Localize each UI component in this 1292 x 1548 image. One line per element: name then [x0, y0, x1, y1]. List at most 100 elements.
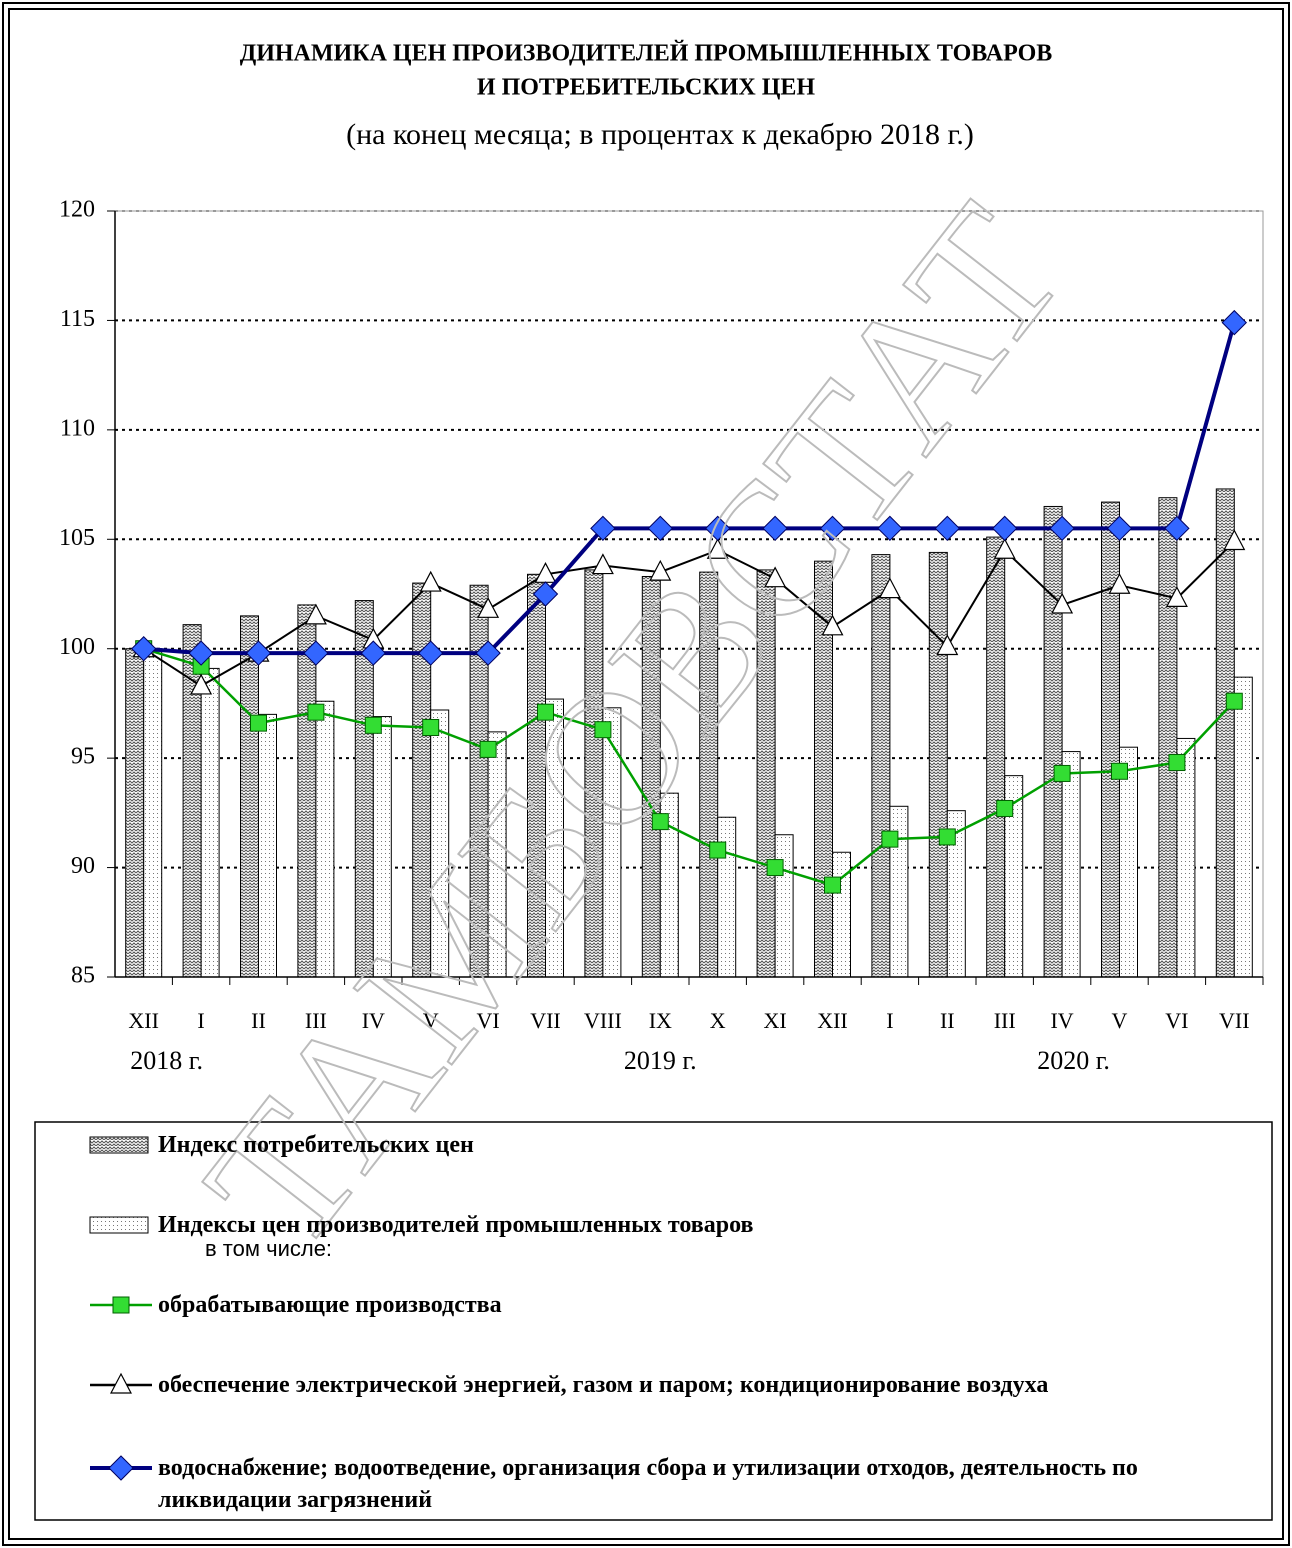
bar — [832, 851, 851, 978]
year-label: 2019 г. — [624, 1046, 697, 1075]
x-tick-label: I — [886, 1008, 893, 1033]
marker — [417, 640, 444, 666]
marker — [651, 813, 669, 831]
y-tick-label: 90 — [71, 853, 95, 879]
bar — [258, 713, 277, 978]
marker — [422, 719, 440, 737]
y-tick-label: 110 — [60, 415, 95, 441]
year-label: 2018 г. — [130, 1046, 203, 1075]
legend-label: водоснабжение; водоотведение, организаци… — [158, 1455, 1138, 1513]
y-tick-label: 115 — [60, 306, 95, 332]
marker — [934, 515, 961, 542]
marker — [1164, 515, 1190, 542]
bar — [1119, 746, 1138, 978]
marker — [706, 537, 729, 559]
marker — [819, 515, 846, 542]
legend-swatch — [89, 1216, 149, 1234]
x-tick-label: VII — [1219, 1008, 1250, 1033]
marker — [881, 830, 899, 848]
x-tick-label: VI — [476, 1008, 499, 1033]
series-line — [143, 647, 1236, 887]
series-line — [143, 540, 1236, 688]
x-tick-label: VII — [530, 1008, 561, 1033]
marker — [877, 515, 903, 542]
frame-inner — [8, 8, 1284, 1540]
marker — [647, 515, 674, 542]
marker — [532, 581, 559, 607]
x-tick-label: IX — [649, 1008, 672, 1033]
legend-swatch — [89, 1136, 149, 1154]
bar — [200, 667, 220, 978]
legend-label: обрабатывающие производства — [158, 1292, 502, 1318]
x-tick-label: IV — [362, 1008, 385, 1033]
y-tick-label: 100 — [59, 634, 95, 660]
legend-label: Индекс потребительских цен — [158, 1132, 474, 1158]
year-label: 2020 г. — [1037, 1046, 1110, 1075]
y-tick-label: 95 — [71, 744, 95, 770]
y-tick-label: 105 — [59, 525, 95, 551]
marker — [364, 716, 382, 734]
bar — [240, 615, 259, 978]
legend-label: Индексы цен производителей промышленных … — [158, 1212, 754, 1238]
marker — [704, 515, 731, 542]
marker — [824, 876, 841, 894]
marker — [110, 1372, 132, 1394]
x-tick-label: XII — [817, 1008, 848, 1033]
marker — [938, 828, 956, 846]
x-tick-label: III — [305, 1008, 327, 1033]
marker — [188, 640, 214, 666]
marker — [649, 559, 672, 581]
bar — [1158, 497, 1178, 978]
marker — [594, 721, 612, 739]
marker — [250, 714, 267, 732]
marker — [303, 640, 329, 666]
marker — [1108, 572, 1131, 594]
marker — [590, 515, 616, 542]
marker — [709, 841, 727, 859]
marker — [1053, 764, 1071, 782]
bar — [717, 816, 737, 978]
bar — [774, 834, 794, 978]
marker — [190, 673, 213, 695]
x-tick-label: XI — [763, 1008, 786, 1033]
x-tick-label: V — [1112, 1008, 1128, 1033]
marker — [475, 640, 501, 666]
marker — [1168, 754, 1186, 772]
marker — [108, 1455, 134, 1481]
marker — [245, 640, 272, 666]
x-tick-label: II — [251, 1008, 266, 1033]
marker — [996, 799, 1014, 817]
x-tick-label: X — [710, 1008, 726, 1033]
marker — [477, 597, 500, 618]
marker — [766, 859, 784, 877]
marker — [419, 570, 442, 592]
marker — [1106, 515, 1133, 542]
bar — [871, 554, 891, 978]
marker — [878, 577, 901, 599]
x-tick-label: VIII — [584, 1008, 622, 1033]
marker — [1049, 515, 1075, 542]
marker — [991, 515, 1018, 542]
marker — [307, 703, 325, 721]
chart-title: ДИНАМИКА ЦЕН ПРОИЗВОДИТЕЛЕЙ ПРОМЫШЛЕННЫХ… — [240, 41, 1053, 67]
x-tick-label: V — [423, 1008, 439, 1033]
bar — [1101, 501, 1120, 978]
marker — [1111, 762, 1128, 780]
marker — [936, 634, 959, 656]
marker — [304, 603, 327, 625]
bar — [986, 536, 1006, 978]
chart-title: И ПОТРЕБИТЕЛЬСКИХ ЦЕН — [477, 75, 815, 101]
marker — [591, 553, 614, 575]
x-tick-label: III — [994, 1008, 1016, 1033]
marker — [1223, 529, 1246, 551]
marker — [1051, 592, 1074, 614]
chart-subtitle: (на конец месяца; в процентах к декабрю … — [346, 118, 974, 151]
bar — [315, 700, 335, 978]
bar — [1061, 751, 1081, 978]
y-tick-label: 85 — [71, 963, 95, 989]
x-tick-label: II — [940, 1008, 955, 1033]
legend-box — [34, 1121, 1273, 1521]
